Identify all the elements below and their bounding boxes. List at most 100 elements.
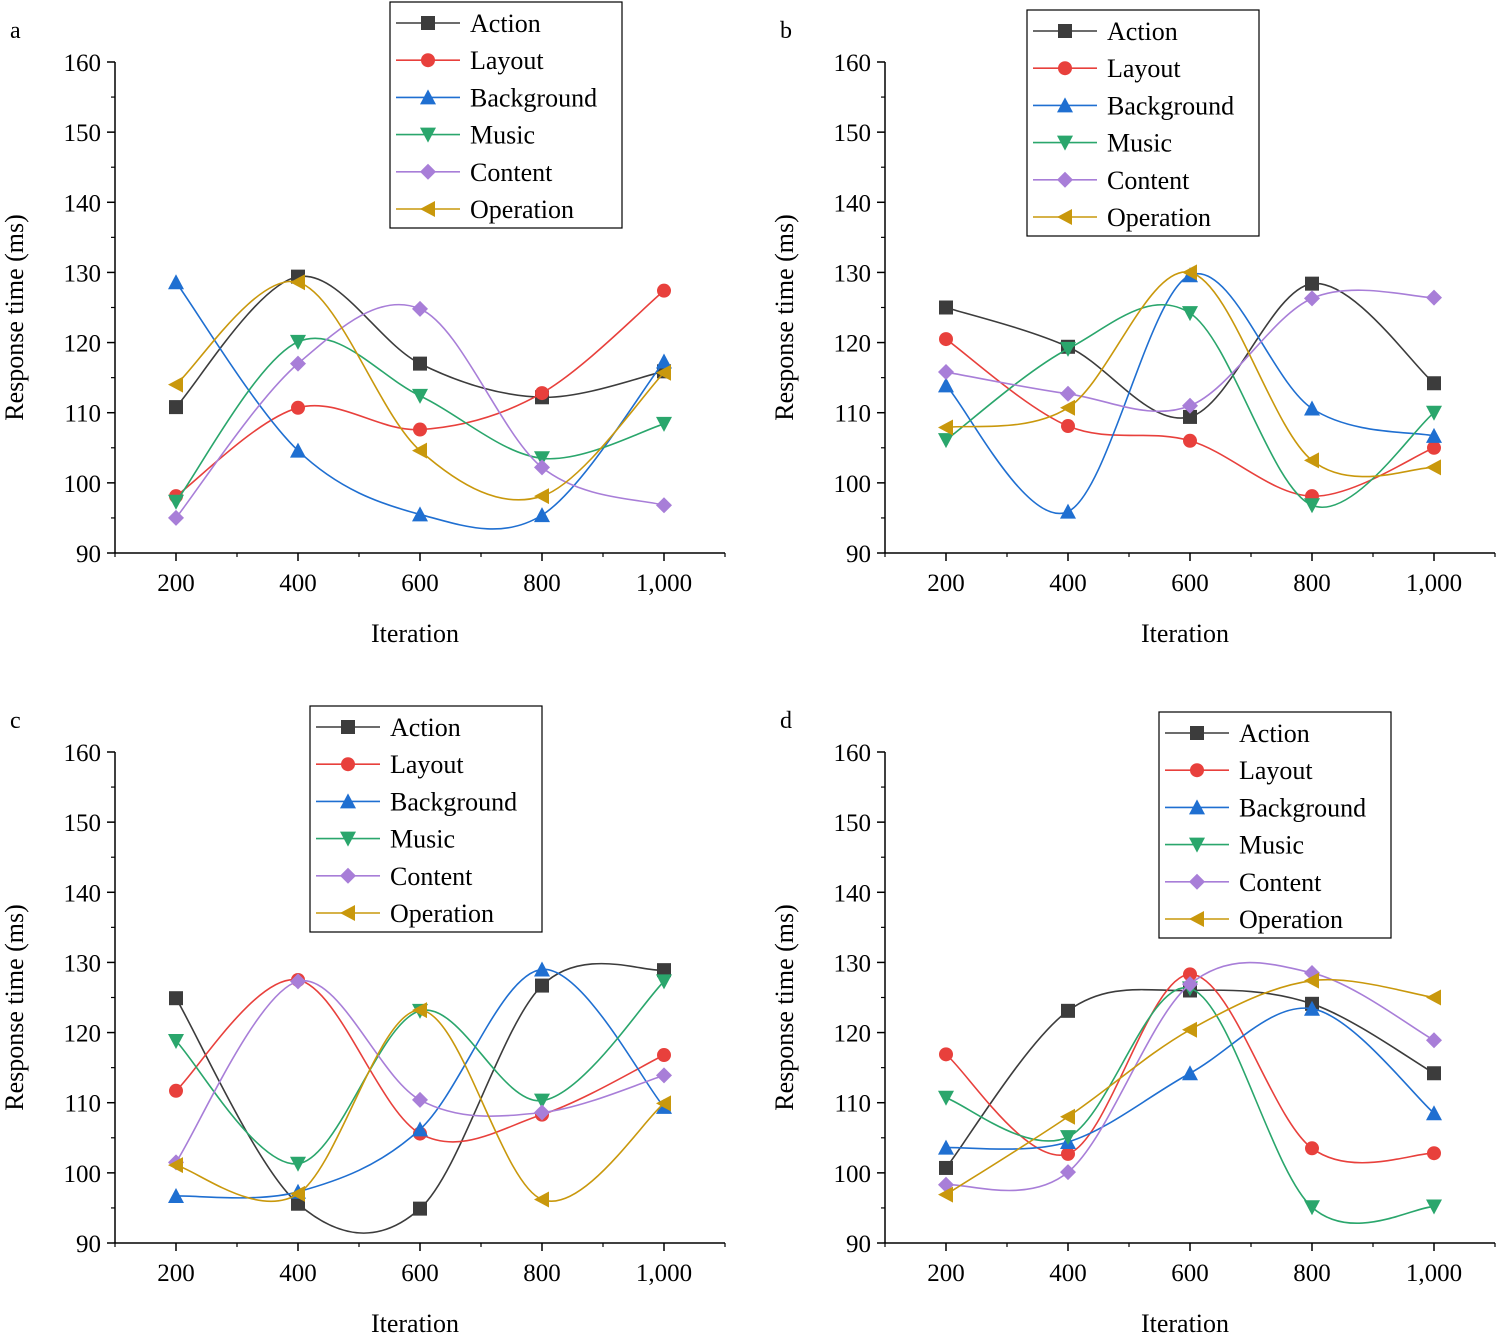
y-tick-label: 130 xyxy=(834,950,872,977)
data-point-operation xyxy=(290,274,305,291)
x-axis-title: Iteration xyxy=(1141,619,1229,648)
data-point-content xyxy=(412,300,428,317)
x-tick-label: 400 xyxy=(1049,570,1087,597)
legend-label: Action xyxy=(1239,719,1310,748)
y-tick-label: 100 xyxy=(834,1161,872,1188)
data-point-operation xyxy=(1060,399,1075,416)
data-point-background xyxy=(168,274,184,290)
legend-marker xyxy=(1057,135,1073,151)
y-tick-label: 90 xyxy=(846,541,871,568)
legend-marker xyxy=(420,163,436,180)
y-tick-label: 140 xyxy=(64,190,102,217)
panel-letter: d xyxy=(780,708,792,734)
data-point-music xyxy=(1304,498,1320,514)
x-tick-label: 200 xyxy=(927,570,965,597)
data-point-layout xyxy=(939,1047,953,1062)
y-tick-label: 160 xyxy=(834,50,872,77)
legend-label: Operation xyxy=(470,195,574,224)
data-point-operation xyxy=(656,1095,671,1112)
data-point-operation xyxy=(1182,264,1197,281)
legend-marker xyxy=(421,16,435,30)
y-tick-label: 160 xyxy=(834,740,872,767)
data-point-layout xyxy=(1183,433,1197,448)
data-point-content xyxy=(1426,289,1442,306)
legend-label: Operation xyxy=(390,899,494,928)
data-point-action xyxy=(1427,1066,1441,1081)
y-tick-label: 160 xyxy=(64,740,102,767)
data-point-operation xyxy=(938,419,953,436)
data-point-layout xyxy=(1183,967,1197,982)
legend-marker xyxy=(1189,799,1205,815)
data-point-music xyxy=(168,494,184,510)
y-tick-label: 100 xyxy=(834,471,872,498)
y-axis-title: Response time (ms) xyxy=(0,214,29,421)
data-point-action xyxy=(535,978,549,993)
legend-marker xyxy=(1190,726,1204,740)
series-line-content xyxy=(175,979,665,1163)
y-tick-label: 120 xyxy=(834,1021,872,1048)
series-music xyxy=(938,981,1442,1224)
legend-marker xyxy=(420,201,435,217)
x-tick-label: 200 xyxy=(927,1260,965,1287)
x-tick-label: 200 xyxy=(157,1260,195,1287)
data-point-operation xyxy=(1060,1108,1075,1125)
data-point-layout xyxy=(169,1083,183,1098)
series-layout xyxy=(939,967,1441,1164)
x-axis-title: Iteration xyxy=(1141,1309,1229,1333)
y-tick-label: 110 xyxy=(834,1091,871,1118)
data-point-operation xyxy=(168,1157,183,1174)
legend-box xyxy=(1158,711,1392,939)
series-line-action xyxy=(945,282,1435,419)
data-point-background xyxy=(534,961,550,977)
data-point-background xyxy=(168,1188,184,1204)
series-line-content xyxy=(175,303,665,519)
data-point-content xyxy=(1060,1164,1076,1181)
data-point-music xyxy=(534,451,550,467)
data-point-operation xyxy=(534,488,549,505)
legend: Action Layout Background Music Content Operat… xyxy=(309,705,543,933)
legend-label: Music xyxy=(1107,129,1172,158)
y-tick-label: 110 xyxy=(834,401,871,428)
data-point-music xyxy=(656,416,672,432)
data-point-action xyxy=(413,1201,427,1216)
legend-box xyxy=(1026,9,1260,237)
legend-label: Layout xyxy=(1239,756,1313,785)
series-line-music xyxy=(175,337,665,503)
y-tick-label: 110 xyxy=(64,1091,101,1118)
data-point-operation xyxy=(290,1185,305,1202)
panel-letter: b xyxy=(780,18,792,44)
x-tick-label: 1,000 xyxy=(636,570,692,597)
y-tick-label: 90 xyxy=(76,1231,101,1258)
y-tick-label: 120 xyxy=(64,1021,102,1048)
data-point-background xyxy=(1426,1105,1442,1121)
data-point-operation xyxy=(412,1002,427,1019)
data-point-operation xyxy=(656,364,671,381)
data-point-action xyxy=(1183,409,1197,424)
data-point-layout xyxy=(1061,1146,1075,1161)
series-line-music xyxy=(945,303,1435,509)
data-point-background xyxy=(1060,503,1076,519)
data-point-content xyxy=(1182,397,1198,414)
series-content xyxy=(168,973,672,1171)
data-point-layout xyxy=(1427,1146,1441,1161)
data-point-content xyxy=(290,973,306,990)
y-tick-label: 100 xyxy=(64,1161,102,1188)
chart-panel-c: c 90 100 110 120 130 140 150 160 200 400 600 800 1,00… xyxy=(0,705,726,1333)
data-point-music xyxy=(534,1093,550,1109)
y-tick-label: 120 xyxy=(834,331,872,358)
data-point-content xyxy=(656,1067,672,1084)
legend-marker xyxy=(340,905,355,921)
legend-marker xyxy=(340,831,356,847)
y-tick-label: 130 xyxy=(64,950,102,977)
data-point-content xyxy=(412,1091,428,1108)
legend: Action Layout Background Music Content Operat… xyxy=(1026,9,1260,237)
legend-label: Layout xyxy=(470,46,544,75)
data-point-action xyxy=(939,300,953,315)
x-axis-title: Iteration xyxy=(371,1309,459,1333)
data-point-layout xyxy=(657,283,671,298)
series-music xyxy=(938,303,1442,514)
data-point-background xyxy=(1304,1000,1320,1016)
data-point-layout xyxy=(939,332,953,347)
data-point-background xyxy=(534,507,550,523)
